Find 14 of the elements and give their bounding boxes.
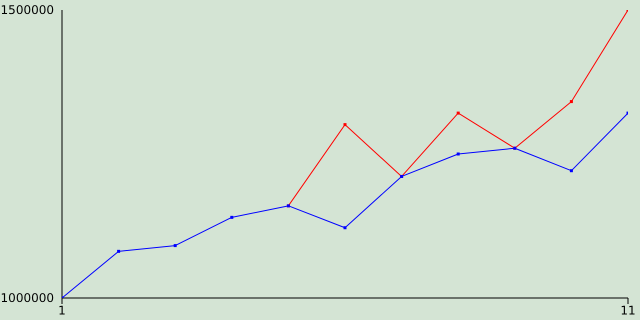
point xyxy=(570,169,573,172)
point xyxy=(456,112,460,115)
line-series xyxy=(286,10,628,208)
x-tick-label: 1 xyxy=(58,304,66,318)
point xyxy=(230,216,234,219)
point xyxy=(117,250,120,253)
point xyxy=(344,123,346,126)
point xyxy=(344,226,346,230)
y-tick-label: 1000000 xyxy=(0,291,54,305)
point xyxy=(456,152,460,156)
point xyxy=(174,244,177,248)
x-tick-label: 11 xyxy=(620,304,636,318)
y-tick-label: 1500000 xyxy=(0,3,54,17)
point xyxy=(570,100,573,104)
